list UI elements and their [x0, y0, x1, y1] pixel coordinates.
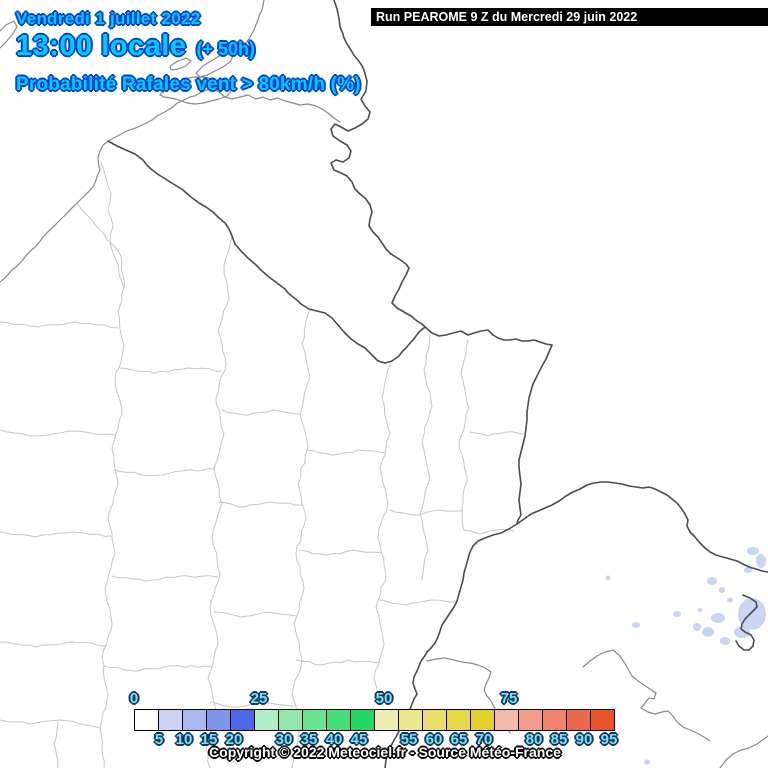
legend-tick-25: 25 — [250, 690, 268, 707]
legend-tick-20: 20 — [225, 731, 243, 748]
legend-tick-55: 55 — [400, 731, 418, 748]
country-borders — [107, 0, 768, 768]
legend-tick-15: 15 — [200, 731, 218, 748]
legend-box-85-90 — [542, 709, 567, 731]
legend-box-35-40 — [302, 709, 327, 731]
department-boundaries — [0, 161, 523, 768]
legend-tick-95: 95 — [600, 731, 618, 748]
legend-box-65-70 — [446, 709, 471, 731]
legend-tick-45: 45 — [350, 731, 368, 748]
forecast-hour-offset: (+ 50h) — [196, 38, 255, 59]
forecast-time: 13:00 locale — [16, 29, 187, 62]
forecast-date: Vendredi 1 juillet 2022 — [16, 9, 201, 28]
legend-box-70-75 — [470, 709, 495, 731]
legend-box-90-95 — [566, 709, 591, 731]
legend-box-55-60 — [398, 709, 423, 731]
legend-box-60-65 — [422, 709, 447, 731]
legend-box-10-15 — [182, 709, 207, 731]
legend-tick-30: 30 — [275, 731, 293, 748]
model-run-banner: Run PEAROME 9 Z du Mercredi 29 juin 2022 — [371, 8, 768, 26]
legend-box-50-55 — [374, 709, 399, 731]
probability-patch-layer — [605, 547, 766, 765]
legend-box-80-85 — [518, 709, 543, 731]
legend-tick-85: 85 — [550, 731, 568, 748]
legend-box-25-30 — [254, 709, 279, 731]
legend-tick-75: 75 — [500, 690, 518, 707]
legend-box-95-100 — [590, 709, 615, 731]
legend-box-15-20 — [206, 709, 231, 731]
legend-tick-60: 60 — [425, 731, 443, 748]
legend-tick-80: 80 — [525, 731, 543, 748]
legend-box-45-50 — [350, 709, 375, 731]
forecast-header: Vendredi 1 juillet 2022 13:00 locale (+ 5… — [16, 10, 361, 95]
legend-tick-70: 70 — [475, 731, 493, 748]
legend-tick-35: 35 — [300, 731, 318, 748]
legend-tick-40: 40 — [325, 731, 343, 748]
legend-tick-10: 10 — [175, 731, 193, 748]
copyright-line: Copyright © 2022 Meteociel.fr - Source M… — [209, 744, 561, 760]
legend-tick-65: 65 — [450, 731, 468, 748]
legend-tick-50: 50 — [375, 690, 393, 707]
legend-box-30-35 — [278, 709, 303, 731]
legend-box-75-80 — [494, 709, 519, 731]
legend-box-5-10 — [158, 709, 183, 731]
color-scale-bar — [134, 709, 615, 731]
legend-tick-0: 0 — [129, 690, 139, 707]
legend-box-40-45 — [326, 709, 351, 731]
legend-tick-5: 5 — [154, 731, 164, 748]
legend-tick-90: 90 — [575, 731, 593, 748]
legend-box-20-25 — [230, 709, 255, 731]
legend-box-0-5 — [134, 709, 159, 731]
forecast-variable: Probabilité Rafales vent > 80km/h (%) — [16, 74, 361, 96]
